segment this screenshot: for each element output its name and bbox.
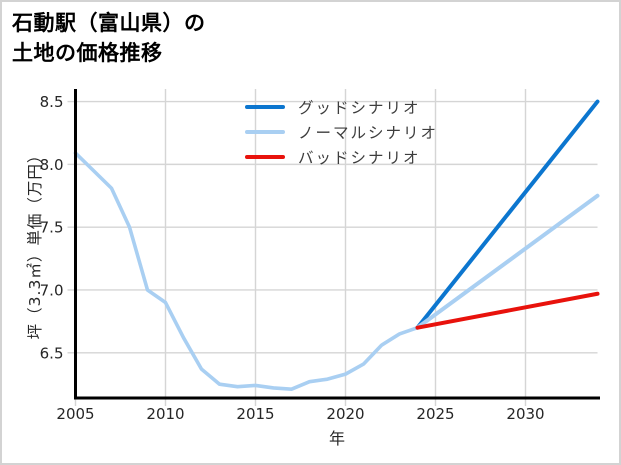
legend-label-normal-scenario: ノーマルシナリオ <box>298 123 439 142</box>
x-axis-title: 年 <box>329 429 346 448</box>
legend-swatch-good-scenario <box>245 104 285 109</box>
y-tick-label: 8.5 <box>40 93 64 111</box>
x-tick-label: 2025 <box>416 405 454 423</box>
legend-label-bad-scenario: バッドシナリオ <box>298 148 421 167</box>
y-tick-label: 8.0 <box>40 156 64 174</box>
x-tick-label: 2010 <box>146 405 184 423</box>
legend-item-normal-scenario: ノーマルシナリオ <box>245 119 438 144</box>
x-tick-label: 2020 <box>326 405 364 423</box>
legend-swatch-bad-scenario <box>245 154 285 159</box>
x-tick-label: 2005 <box>56 405 94 423</box>
legend-swatch-normal-scenario <box>245 129 285 134</box>
x-tick-label: 2015 <box>236 405 274 423</box>
history-line <box>73 151 420 392</box>
chart-title: 石動駅（富山県）の 土地の価格推移 <box>12 8 206 68</box>
y-axis-title: 坪（3.3㎡）単価（万円） <box>26 146 44 340</box>
legend-label-good-scenario: グッドシナリオ <box>298 98 421 117</box>
bad-scenario-line <box>415 291 600 330</box>
legend: グッドシナリオ ノーマルシナリオ バッドシナリオ <box>245 94 438 169</box>
chart-title-line2: 土地の価格推移 <box>12 41 163 65</box>
chart-title-line1: 石動駅（富山県）の <box>12 11 206 35</box>
good-scenario-line <box>415 99 600 330</box>
y-tick-label: 6.5 <box>40 344 64 362</box>
y-tick-label: 7.0 <box>40 281 64 299</box>
y-tick-label: 7.5 <box>40 219 64 237</box>
x-tick-label: 2030 <box>506 405 544 423</box>
normal-scenario-line <box>415 193 600 330</box>
legend-item-good-scenario: グッドシナリオ <box>245 94 438 119</box>
legend-item-bad-scenario: バッドシナリオ <box>245 144 438 169</box>
